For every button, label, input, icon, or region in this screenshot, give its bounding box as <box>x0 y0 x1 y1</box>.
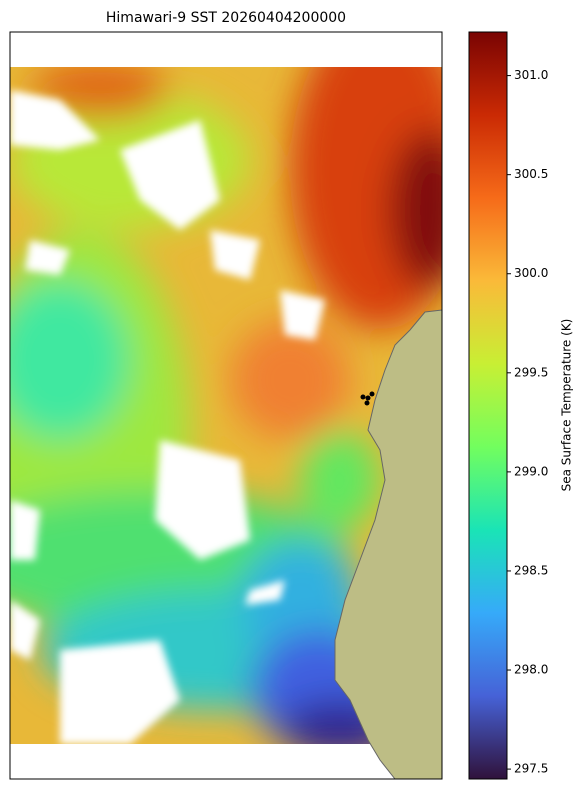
colorbar-tick-label: 299.0 <box>514 464 548 478</box>
colorbar-label: Sea Surface Temperature (K) <box>560 319 574 492</box>
map-title: Himawari-9 SST 20260404200000 <box>106 10 346 26</box>
colorbar-tick-label: 300.5 <box>514 167 548 181</box>
colorbar-tick-label: 298.5 <box>514 563 548 577</box>
colorbar-tick-label: 299.5 <box>514 365 548 379</box>
map-frame <box>9 31 443 780</box>
colorbar-tick-label: 297.5 <box>514 762 548 776</box>
land <box>334 309 443 780</box>
colorbar-tick-label: 301.0 <box>514 68 548 82</box>
cloud-mask <box>10 90 325 744</box>
colorbar-tick-label: 298.0 <box>514 663 548 677</box>
station-markers <box>360 391 375 406</box>
colorbar-tick-label: 300.0 <box>514 266 548 280</box>
colorbar <box>468 31 508 780</box>
